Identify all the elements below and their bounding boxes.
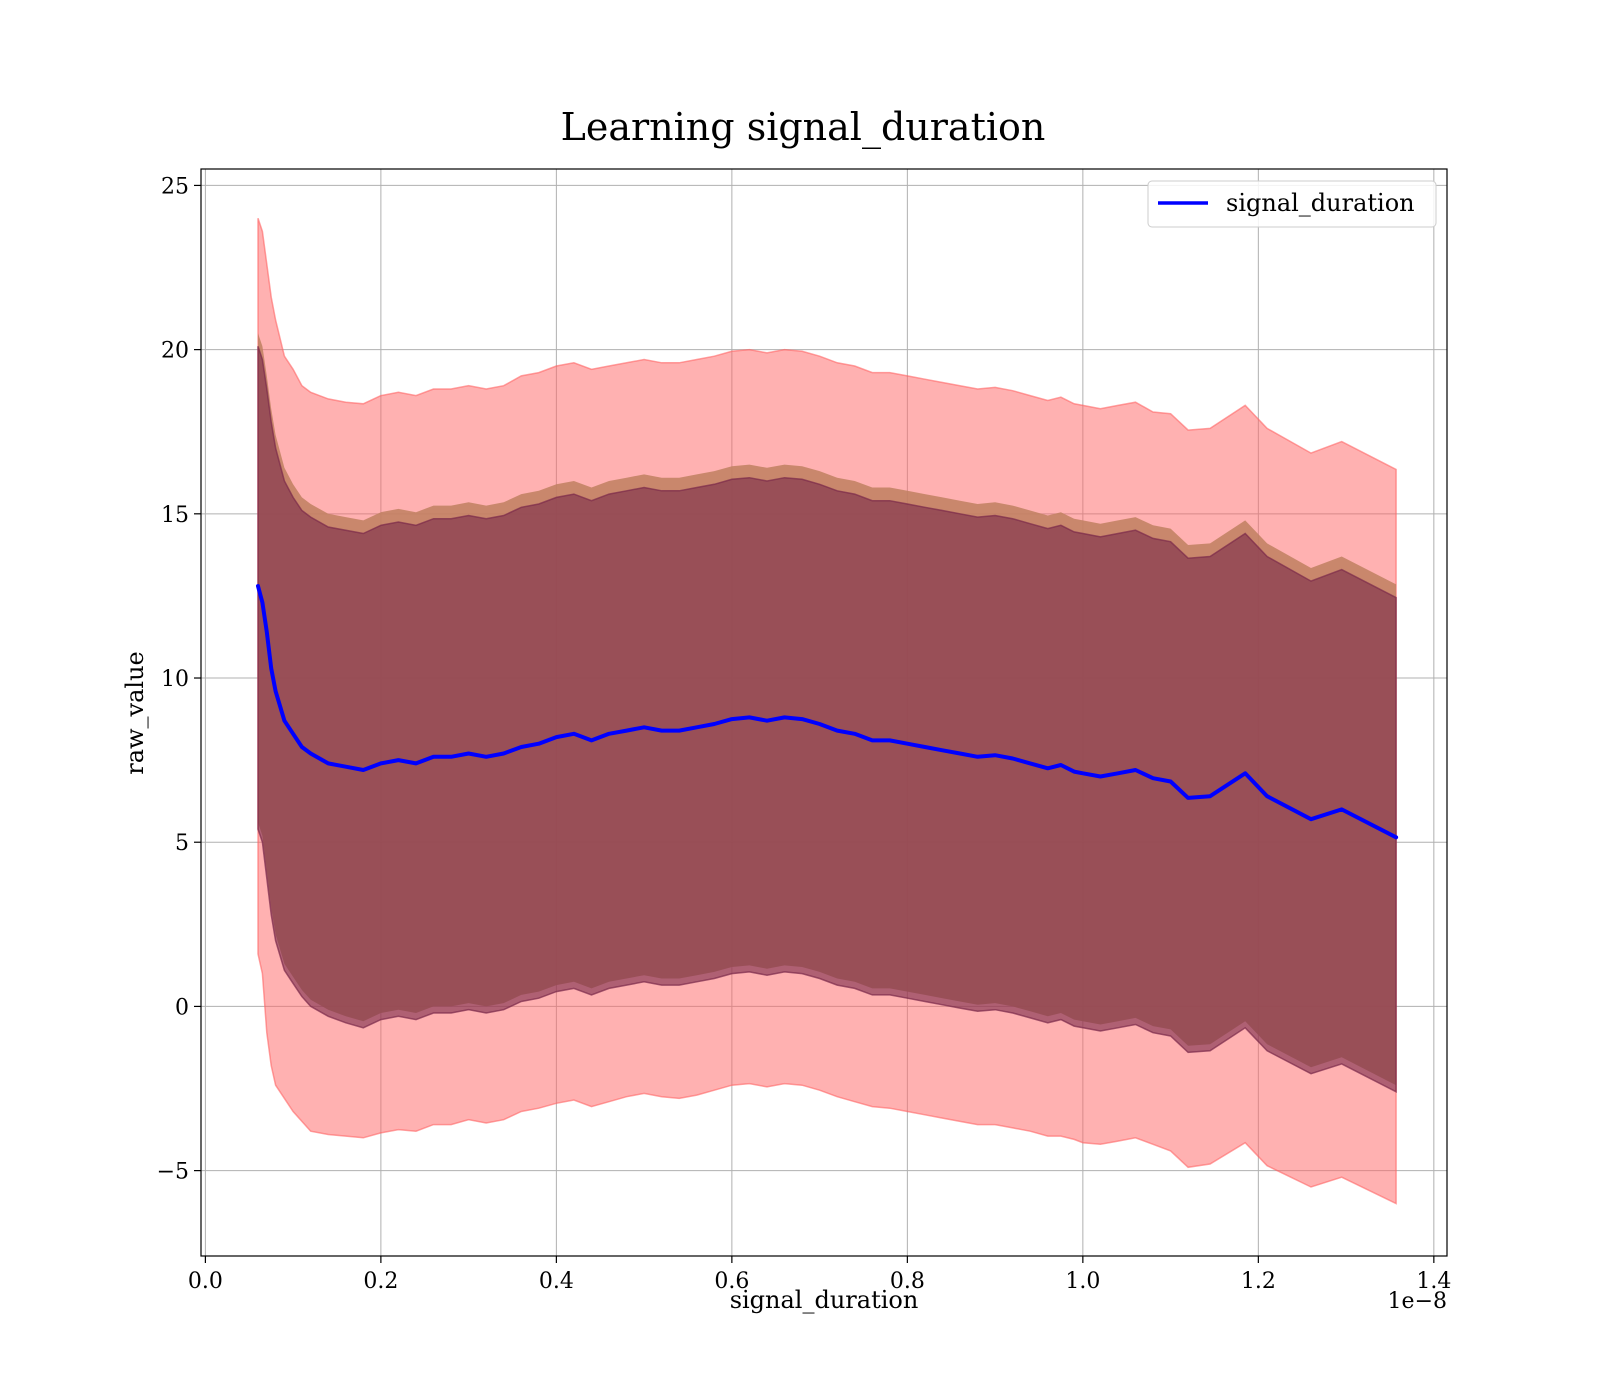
legend-box: [1147, 180, 1437, 228]
x-tick-label: 0.0: [188, 1269, 223, 1294]
legend-label-signal-duration: signal_duration: [1226, 189, 1415, 217]
x-tick-label: 1.4: [1416, 1269, 1451, 1294]
chart-title: Learning signal_duration: [561, 105, 1046, 150]
x-tick-label: 0.8: [890, 1269, 925, 1294]
legend: signal_duration: [1147, 180, 1437, 228]
x-tick-label: 1.0: [1065, 1269, 1100, 1294]
band-inner: [257, 346, 1397, 1094]
series-line-signal-duration: [256, 584, 1399, 840]
x-tick-label: 0.2: [363, 1269, 398, 1294]
y-tick-label: 10: [161, 667, 189, 692]
y-axis-label: raw_value: [121, 651, 149, 775]
plot-frame: [200, 168, 1448, 1257]
series-lines: [256, 584, 1399, 840]
x-tick-label: 0.4: [539, 1269, 574, 1294]
x-tick-label: 1.2: [1241, 1269, 1276, 1294]
x-tick-label: 0.6: [714, 1269, 749, 1294]
y-tick-label: 25: [161, 174, 189, 199]
x-axis-offset-label: 1e−8: [1388, 1289, 1447, 1314]
axis-ticks: 0.0 0.2 0.4 0.6 0.8 1.0 1.2 1.4 −5 0 5 10 15 20 25: [157, 174, 1452, 1294]
y-tick-label: 5: [175, 831, 189, 856]
y-tick-label: −5: [157, 1160, 189, 1185]
y-tick-label: 0: [175, 995, 189, 1020]
confidence-bands: [257, 218, 1397, 1205]
y-tick-label: 15: [161, 503, 189, 528]
y-tick-label: 20: [161, 339, 189, 364]
x-axis-label: signal_duration: [730, 1286, 919, 1314]
